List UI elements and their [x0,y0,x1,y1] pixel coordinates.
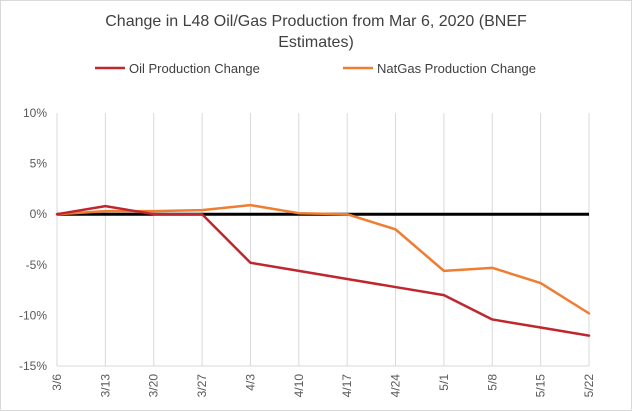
y-tick-label: 5% [30,157,48,171]
x-axis: 3/6 3/13 3/20 3/27 4/3 4/10 4/17 4/24 5/1 5/8 5/15… [50,374,596,398]
chart-title-line-1: Change in L48 Oil/Gas Production from Ma… [105,13,527,30]
x-tick-label: 3/6 [50,374,64,391]
x-tick-label: 4/3 [243,374,257,391]
y-tick-label: 10% [23,106,47,120]
y-tick-label: -5% [26,258,48,272]
series-line-oil [55,204,591,337]
series-group [55,203,591,337]
y-tick-label: 0% [30,207,48,221]
x-tick-label: 3/20 [147,374,161,398]
x-tick-label: 4/24 [389,374,403,398]
y-tick-label: -15% [19,359,47,373]
x-tick-label: 3/13 [98,374,112,398]
x-tick-label: 5/15 [534,374,548,398]
legend: Oil Production Change NatGas Production C… [95,61,536,76]
x-tick-label: 5/22 [582,374,596,398]
y-axis: 10% 5% 0% -5% -10% -15% [19,106,47,373]
series-line-natgas [55,203,591,315]
x-tick-label: 5/8 [485,374,499,391]
legend-label-oil: Oil Production Change [129,61,260,76]
x-tick-label: 4/10 [292,374,306,398]
gridlines [56,113,590,367]
x-tick-label: 4/17 [340,374,354,398]
legend-label-natgas: NatGas Production Change [377,61,536,76]
chart-title-line-2: Estimates) [278,34,354,51]
chart-title: Change in L48 Oil/Gas Production from Ma… [0,11,632,53]
x-tick-label: 3/27 [195,374,209,398]
x-tick-label: 5/1 [437,374,451,391]
y-tick-label: -10% [19,308,47,322]
